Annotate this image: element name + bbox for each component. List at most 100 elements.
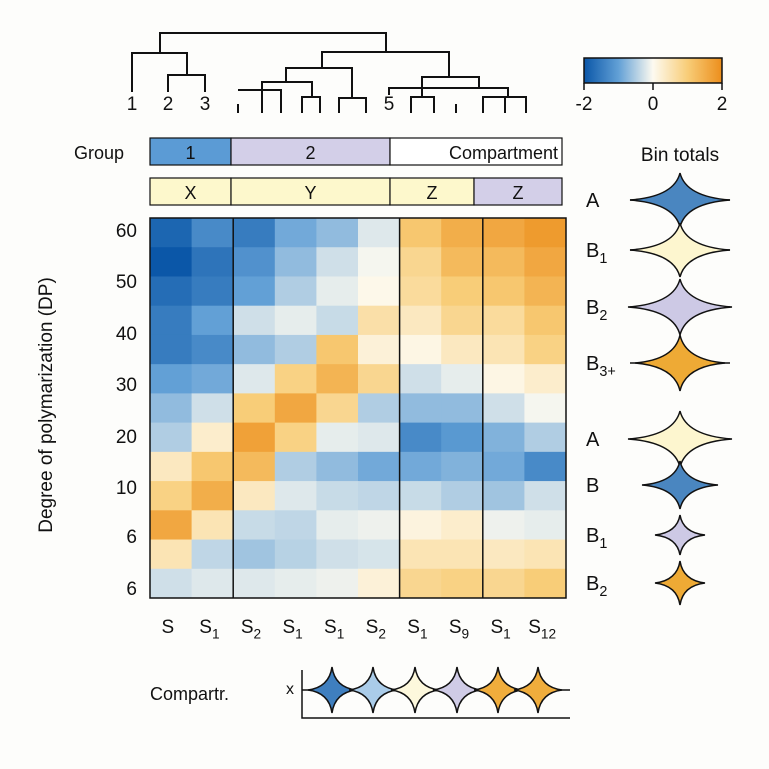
heatmap-cell <box>150 305 193 336</box>
heatmap-cell <box>441 364 484 394</box>
heatmap-cell <box>524 364 567 394</box>
heatmap-cell <box>150 364 193 394</box>
heatmap-cell <box>316 568 359 599</box>
dendrogram-leaf-label: 5 <box>384 94 395 115</box>
dendrogram-leaf-label: 3 <box>200 94 211 115</box>
y-tick-label: 6 <box>126 527 137 548</box>
group-segment <box>149 137 232 166</box>
dendrogram-leaf-label: 2 <box>163 94 174 115</box>
colorbar-tick-label: -2 <box>576 94 593 115</box>
compartment-track-glyph <box>307 666 357 714</box>
x-tick-label: S12 <box>528 617 556 642</box>
heatmap-cell <box>524 393 567 424</box>
colorbar: -2 0 2 <box>576 57 727 115</box>
x-axis-ticks: S S1 S2 S1 S1 S2 S1 S9 S1 S12 <box>161 617 556 642</box>
heatmap-cell <box>316 218 359 248</box>
heatmap-cell <box>441 539 484 570</box>
bin-total-glyph <box>634 334 726 392</box>
heatmap-cell <box>316 539 359 570</box>
heatmap-cell <box>274 276 317 307</box>
heatmap-cell <box>316 451 359 482</box>
heatmap-cell <box>399 393 442 424</box>
y-tick-label: 60 <box>116 221 137 242</box>
bin-total-label: B1 <box>586 240 607 267</box>
heatmap-cell <box>233 305 276 336</box>
y-tick-label: 50 <box>116 272 137 293</box>
heatmap-cell <box>274 334 317 365</box>
heatmap-cell <box>233 568 276 599</box>
heatmap-cell <box>233 422 276 453</box>
y-tick-label: 10 <box>116 478 137 499</box>
heatmap-cell <box>399 247 442 277</box>
heatmap-cell <box>524 305 567 336</box>
heatmap-cell <box>191 510 234 541</box>
heatmap-cell <box>191 451 234 482</box>
heatmap-cell <box>482 218 525 248</box>
y-axis-title: Degree of polymarization (DP) <box>36 277 57 533</box>
heatmap-cell <box>399 422 442 453</box>
heatmap-cell <box>441 305 484 336</box>
heatmap-cell <box>441 510 484 541</box>
heatmap-cell <box>150 539 193 570</box>
heatmap-cell <box>482 422 525 453</box>
heatmap-cell <box>358 364 401 394</box>
bin-total-label: B2 <box>586 297 607 324</box>
heatmap-cell <box>482 539 525 570</box>
heatmap-cell <box>524 451 567 482</box>
heatmap-cell <box>399 276 442 307</box>
heatmap-cell <box>358 451 401 482</box>
heatmap-cell <box>482 247 525 277</box>
heatmap-cell <box>482 334 525 365</box>
group-segment <box>389 137 563 166</box>
heatmap-cell <box>233 539 276 570</box>
heatmap-cell <box>482 364 525 394</box>
heatmap-cell <box>191 334 234 365</box>
heatmap-cell <box>482 510 525 541</box>
heatmap-cell <box>482 393 525 424</box>
bin-total-label: A <box>586 190 600 212</box>
compartment-segment <box>230 177 391 206</box>
heatmap-cell <box>399 334 442 365</box>
heatmap-cell <box>358 218 401 248</box>
heatmap-cell <box>399 451 442 482</box>
heatmap-cell <box>150 218 193 248</box>
heatmap-cell <box>274 568 317 599</box>
heatmap-cell <box>274 481 317 511</box>
compartment-segment <box>389 177 475 206</box>
heatmap-cell <box>316 393 359 424</box>
heatmap-cell <box>399 218 442 248</box>
heatmap-cell <box>399 539 442 570</box>
heatmap-cell <box>524 276 567 307</box>
heatmap-cell <box>233 276 276 307</box>
heatmap-cell <box>316 276 359 307</box>
heatmap-cell <box>191 539 234 570</box>
x-tick-label: S9 <box>449 617 469 642</box>
heatmap-cell <box>441 218 484 248</box>
heatmap-cell <box>191 218 234 248</box>
group-label: Group <box>74 143 124 163</box>
heatmap-cell <box>524 481 567 511</box>
bin-total-glyph <box>629 172 731 228</box>
heatmap-cell <box>358 247 401 277</box>
y-tick-label: 6 <box>126 579 137 600</box>
bin-total-glyph <box>627 410 733 468</box>
heatmap-cell <box>524 539 567 570</box>
heatmap-cell <box>358 305 401 336</box>
x-tick-label: S1 <box>282 617 302 642</box>
x-tick-label: S1 <box>407 617 427 642</box>
heatmap-cell <box>482 451 525 482</box>
heatmap-cell <box>233 334 276 365</box>
heatmap-cell <box>191 364 234 394</box>
x-tick-label: S1 <box>199 617 219 642</box>
x-tick-label: S1 <box>490 617 510 642</box>
group-bar: 1 2 Compartment <box>149 137 563 166</box>
heatmap-cell <box>524 422 567 453</box>
compartment-segment-label: X <box>184 183 196 203</box>
heatmap-cell <box>150 247 193 277</box>
heatmap-cell <box>316 481 359 511</box>
heatmap-cell <box>316 510 359 541</box>
compartment-segment <box>473 177 563 206</box>
heatmap-cell <box>274 422 317 453</box>
y-tick-label: 20 <box>116 427 137 448</box>
heatmap-cell <box>274 451 317 482</box>
